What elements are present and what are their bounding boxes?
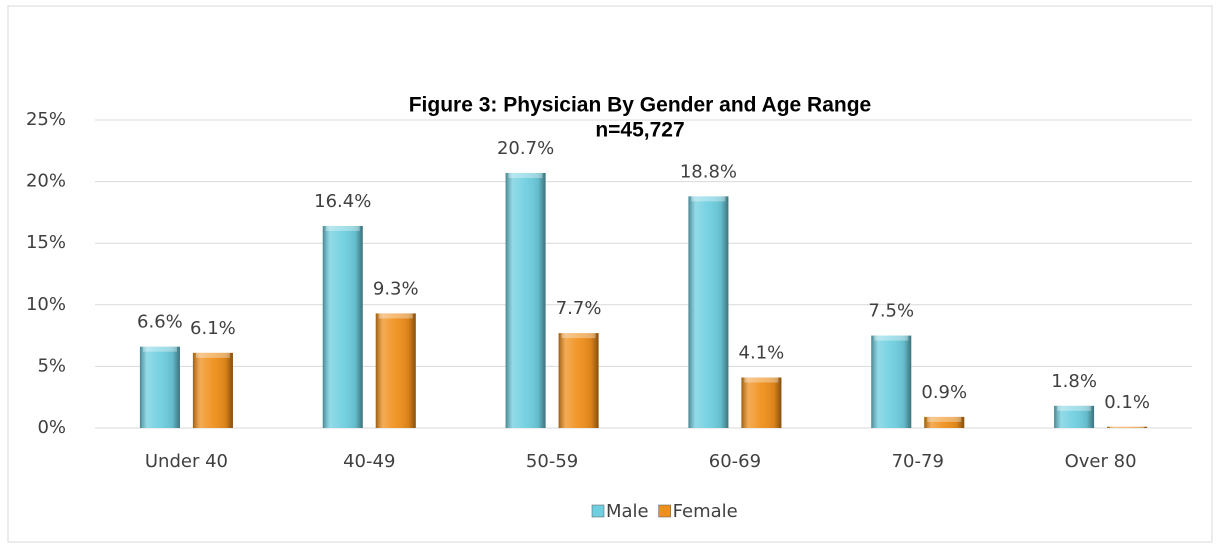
y-tick-label: 5%: [37, 355, 66, 376]
data-label: 4.1%: [739, 342, 785, 363]
legend-label: Male: [606, 501, 649, 522]
chart-frame: [7, 5, 1213, 543]
x-tick-label: Over 80: [1065, 451, 1137, 472]
chart-title: Figure 3: Physician By Gender and Age Ra…: [409, 94, 872, 117]
bar-shading: [924, 416, 965, 428]
data-label: 0.1%: [1104, 392, 1150, 413]
bar-cap: [561, 333, 596, 339]
x-tick-label: Under 40: [145, 451, 228, 472]
data-label: 7.5%: [868, 301, 914, 322]
bar-cap: [691, 196, 726, 202]
data-label: 7.7%: [556, 298, 602, 319]
y-tick-label: 0%: [37, 417, 66, 438]
bar-shading: [558, 333, 599, 428]
data-label: 9.3%: [373, 278, 419, 299]
bar-cap: [378, 313, 413, 319]
bar-shading: [1054, 405, 1095, 428]
data-label: 1.8%: [1051, 371, 1097, 392]
bar-shading: [688, 196, 729, 428]
bar-shading: [192, 352, 233, 428]
bar-cap: [927, 416, 962, 422]
bar-cap: [874, 335, 909, 341]
data-label: 16.4%: [314, 191, 371, 212]
bar-cap: [508, 172, 543, 178]
bar-cap: [195, 352, 230, 358]
bar-shading: [375, 313, 416, 428]
x-tick-label: 50-59: [526, 451, 578, 472]
legend-label: Female: [673, 501, 738, 522]
data-label: 20.7%: [497, 138, 554, 159]
x-tick-label: 40-49: [343, 451, 395, 472]
legend-swatch: [591, 504, 605, 518]
bar-cap: [325, 225, 360, 231]
y-tick-label: 20%: [26, 171, 66, 192]
data-label: 18.8%: [680, 161, 737, 182]
x-tick-label: 60-69: [709, 451, 761, 472]
bar-cap: [1110, 426, 1145, 428]
bar-cap: [142, 346, 177, 352]
bar-shading: [139, 346, 180, 428]
bar-shading: [871, 335, 912, 428]
x-tick-label: 70-79: [892, 451, 944, 472]
bar-shading: [505, 172, 546, 428]
data-label: 6.1%: [190, 318, 236, 339]
chart-subtitle: n=45,727: [595, 119, 684, 142]
bar-cap: [1057, 405, 1092, 411]
bar-shading: [741, 377, 782, 428]
bar-shading: [1107, 426, 1148, 428]
y-tick-label: 10%: [26, 294, 66, 315]
bar-cap: [744, 377, 779, 383]
data-label: 0.9%: [921, 382, 967, 403]
y-tick-label: 25%: [26, 109, 66, 130]
bar-shading: [322, 225, 363, 428]
legend-swatch: [658, 504, 671, 518]
y-tick-label: 15%: [26, 232, 66, 253]
data-label: 6.6%: [137, 312, 183, 333]
